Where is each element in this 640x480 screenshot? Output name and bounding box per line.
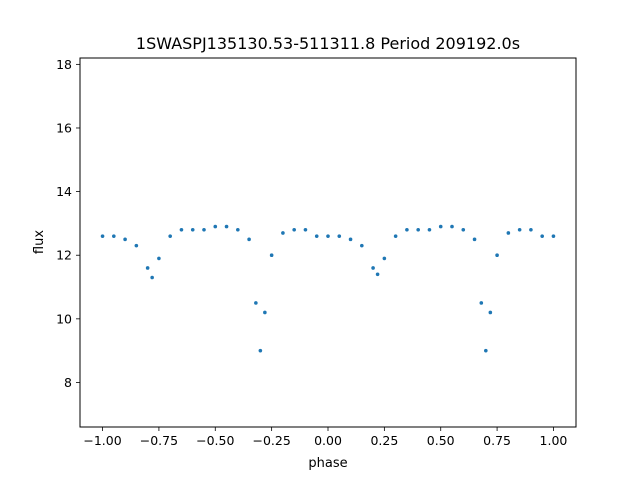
data-point [134, 243, 139, 248]
x-tick-label: −0.25 [252, 433, 290, 448]
x-tick-label: 0.75 [483, 433, 511, 448]
data-point [254, 301, 258, 305]
data-points [100, 224, 556, 353]
data-point [179, 227, 184, 232]
data-point [157, 256, 161, 261]
data-point [224, 224, 229, 229]
data-point [540, 234, 544, 238]
data-point [337, 234, 342, 238]
data-point [461, 227, 466, 232]
y-axis-label: flux [32, 230, 47, 254]
data-point [405, 227, 409, 232]
data-point [123, 237, 127, 242]
data-point [247, 237, 251, 242]
data-point [258, 348, 263, 353]
data-point [529, 227, 533, 232]
data-point [112, 234, 116, 238]
x-tick-label: 0.50 [427, 433, 455, 448]
x-tick-label: −0.75 [140, 433, 178, 448]
x-axis-label: phase [308, 456, 347, 471]
data-point [506, 231, 511, 235]
data-point [326, 234, 330, 238]
data-point [281, 231, 285, 235]
x-tick-label: −0.50 [196, 433, 234, 448]
data-point [213, 224, 218, 229]
data-point [479, 301, 484, 305]
data-point [348, 237, 353, 242]
data-point [236, 227, 240, 232]
x-tick-label: 0.25 [370, 433, 398, 448]
data-point [382, 256, 387, 261]
data-point [303, 227, 308, 232]
data-point [202, 227, 206, 232]
data-point [393, 234, 398, 238]
data-point [150, 275, 154, 280]
data-point [517, 227, 522, 232]
data-point [488, 310, 493, 315]
data-point [168, 234, 172, 238]
x-tick-label: 0.00 [314, 433, 342, 448]
data-point [484, 348, 488, 353]
y-tick-label: 12 [56, 248, 72, 263]
data-point [269, 253, 274, 258]
data-point [495, 253, 499, 258]
data-point [551, 234, 556, 238]
x-tick-label: 1.00 [540, 433, 568, 448]
chart-title: 1SWASPJ135130.53-511311.8 Period 209192.… [136, 34, 520, 53]
x-axis-ticks: −1.00 −0.75 −0.50 −0.25 0.00 0.25 0.50 0.75 1.00 [83, 427, 567, 448]
data-point [145, 266, 150, 270]
y-tick-label: 16 [56, 120, 72, 135]
data-point [427, 227, 432, 232]
y-axis-ticks: 8 10 12 14 16 18 [56, 57, 80, 390]
data-point [263, 310, 267, 315]
y-tick-label: 18 [56, 57, 72, 72]
y-tick-label: 14 [56, 184, 72, 199]
data-point [371, 266, 375, 270]
data-point [100, 234, 105, 238]
data-point [375, 272, 380, 277]
data-point [190, 227, 195, 232]
data-point [450, 224, 454, 229]
data-point [472, 237, 477, 242]
data-point [314, 234, 319, 238]
data-point [416, 227, 420, 232]
data-point [438, 224, 443, 229]
y-tick-label: 10 [56, 311, 72, 326]
data-point [292, 227, 296, 232]
x-tick-label: −1.00 [83, 433, 121, 448]
data-point [360, 243, 364, 248]
plot-frame [79, 57, 577, 428]
y-tick-label: 8 [64, 375, 72, 390]
